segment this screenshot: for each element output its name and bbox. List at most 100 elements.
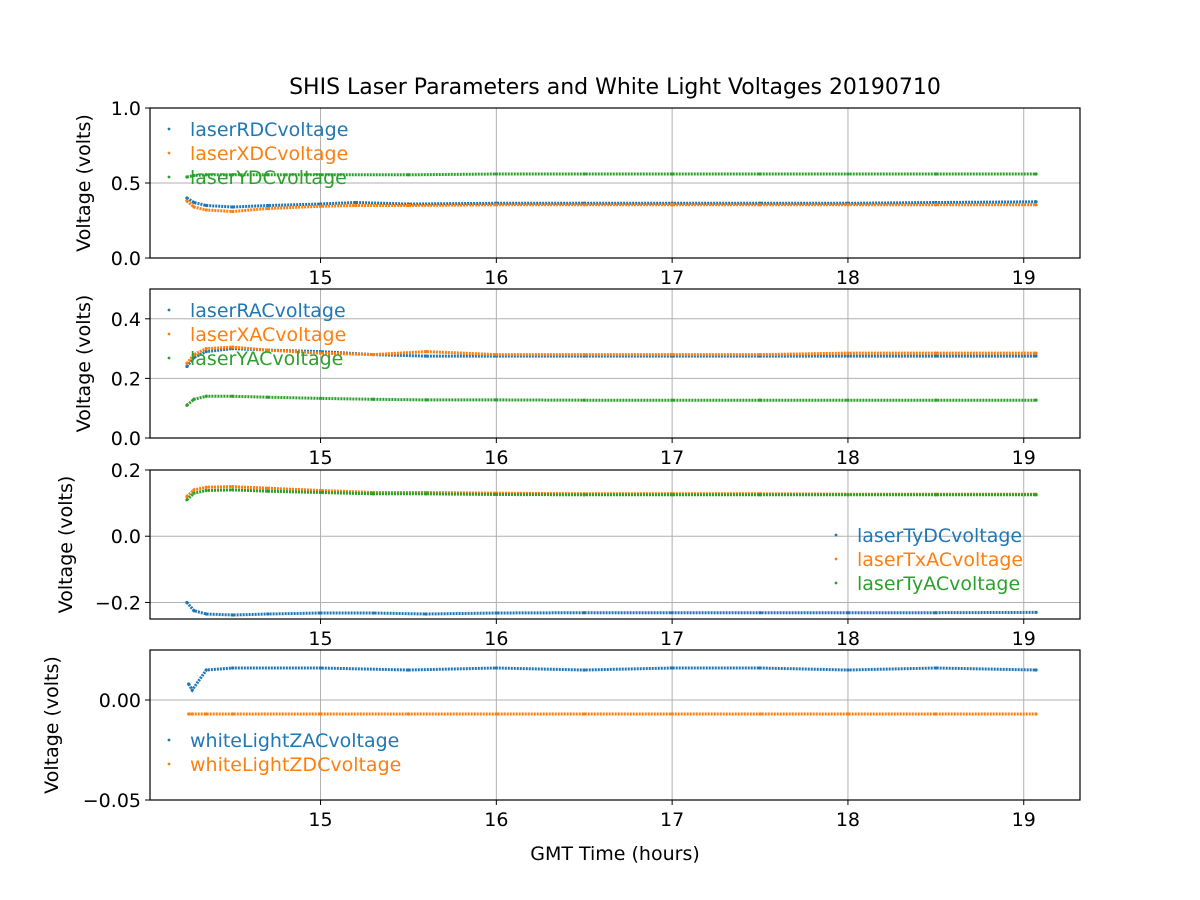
data-point bbox=[187, 682, 191, 686]
data-point bbox=[406, 712, 411, 716]
legend-label: laserRACvoltage bbox=[190, 300, 346, 322]
y-tick-label: 0.2 bbox=[111, 460, 141, 482]
data-point bbox=[231, 613, 235, 617]
data-point bbox=[494, 352, 498, 357]
legend-label: laserTxACvoltage bbox=[857, 549, 1023, 571]
data-point bbox=[670, 712, 674, 716]
data-point bbox=[204, 208, 208, 212]
data-point bbox=[934, 354, 938, 358]
legend-marker bbox=[167, 332, 171, 336]
x-tick-label: 19 bbox=[1012, 628, 1036, 650]
legend-marker bbox=[834, 581, 838, 585]
data-point bbox=[204, 203, 208, 208]
data-point bbox=[192, 173, 196, 178]
data-point bbox=[185, 364, 189, 369]
data-point bbox=[354, 200, 358, 205]
x-tick-label: 19 bbox=[1012, 809, 1036, 831]
data-point bbox=[1034, 398, 1038, 402]
data-point bbox=[670, 493, 674, 497]
data-point bbox=[231, 488, 235, 492]
data-point bbox=[266, 612, 270, 616]
legend-label: laserTyACvoltage bbox=[857, 573, 1020, 595]
data-point bbox=[1034, 354, 1038, 358]
legend-label: whiteLightZDCvoltage bbox=[190, 754, 401, 776]
data-point bbox=[494, 172, 498, 176]
legend-marker bbox=[834, 533, 838, 537]
data-point bbox=[204, 712, 208, 716]
data-point bbox=[192, 491, 196, 495]
series-laserXACvoltage bbox=[185, 345, 1036, 365]
data-point bbox=[204, 488, 208, 493]
data-point bbox=[192, 352, 196, 357]
legend-marker bbox=[167, 127, 171, 131]
data-point bbox=[582, 611, 586, 615]
data-point bbox=[231, 205, 235, 209]
x-tick-label: 17 bbox=[660, 809, 684, 831]
data-point bbox=[406, 203, 411, 208]
data-point bbox=[670, 172, 674, 176]
x-axis-label: GMT Time (hours) bbox=[530, 843, 700, 865]
data-point bbox=[1034, 172, 1038, 176]
data-point bbox=[758, 712, 762, 716]
subplot-4: 15 16 17 18 19 −0.05 0.00 Voltage (volts) whiteL… bbox=[41, 649, 1081, 831]
y-tick-label: 0.0 bbox=[111, 526, 141, 548]
data-point bbox=[185, 403, 189, 407]
data-point bbox=[582, 203, 586, 207]
data-point bbox=[494, 492, 498, 497]
data-point bbox=[1034, 200, 1038, 204]
legend-label: laserXDCvoltage bbox=[190, 143, 348, 165]
data-point bbox=[758, 611, 762, 615]
data-point bbox=[846, 203, 850, 207]
data-point bbox=[758, 493, 762, 497]
x-tick-label: 18 bbox=[836, 809, 860, 831]
data-point bbox=[424, 492, 428, 496]
data-point bbox=[192, 609, 196, 613]
data-point bbox=[846, 712, 850, 716]
data-point bbox=[204, 612, 208, 616]
data-point bbox=[424, 612, 428, 616]
series-laserXDCvoltage bbox=[185, 199, 1036, 214]
legend-marker bbox=[167, 308, 171, 312]
y-tick-label: 0.0 bbox=[111, 248, 141, 270]
data-point bbox=[670, 611, 674, 615]
x-tick-label: 17 bbox=[660, 628, 684, 650]
data-point bbox=[318, 396, 323, 400]
data-point bbox=[494, 611, 498, 615]
legend-marker bbox=[167, 151, 171, 155]
x-tick-label: 16 bbox=[484, 447, 508, 469]
series-laserYDCvoltage bbox=[186, 172, 1036, 179]
data-point bbox=[494, 666, 498, 670]
data-point bbox=[318, 712, 323, 716]
data-point bbox=[192, 488, 196, 492]
data-point bbox=[846, 611, 850, 615]
data-point bbox=[266, 173, 270, 177]
axes-frame bbox=[149, 288, 1081, 439]
legend: laserRACvoltagelaserXACvoltagelaserYACvo… bbox=[167, 300, 346, 370]
y-tick-label: 0.4 bbox=[111, 309, 141, 331]
series-group bbox=[185, 484, 1038, 617]
data-point bbox=[934, 666, 938, 670]
series-group bbox=[187, 666, 1038, 716]
data-point bbox=[371, 352, 375, 357]
legend-marker bbox=[167, 762, 171, 766]
data-point bbox=[494, 398, 498, 402]
y-tick-label: 0.2 bbox=[111, 368, 141, 390]
figure-title: SHIS Laser Parameters and White Light Vo… bbox=[289, 75, 941, 100]
data-point bbox=[266, 395, 270, 399]
y-axis-label: Voltage (volts) bbox=[73, 295, 95, 433]
data-point bbox=[204, 485, 208, 489]
data-point bbox=[406, 173, 411, 177]
data-point bbox=[231, 484, 235, 489]
series-laserTyACvoltage bbox=[185, 488, 1036, 501]
data-point bbox=[1034, 351, 1038, 355]
series-laserRACvoltage bbox=[185, 347, 1036, 368]
data-point bbox=[424, 398, 428, 402]
data-point bbox=[670, 666, 674, 670]
data-point bbox=[190, 712, 194, 716]
data-point bbox=[846, 172, 850, 176]
data-point bbox=[204, 668, 208, 672]
data-point bbox=[934, 493, 938, 497]
x-tick-label: 15 bbox=[308, 267, 332, 289]
